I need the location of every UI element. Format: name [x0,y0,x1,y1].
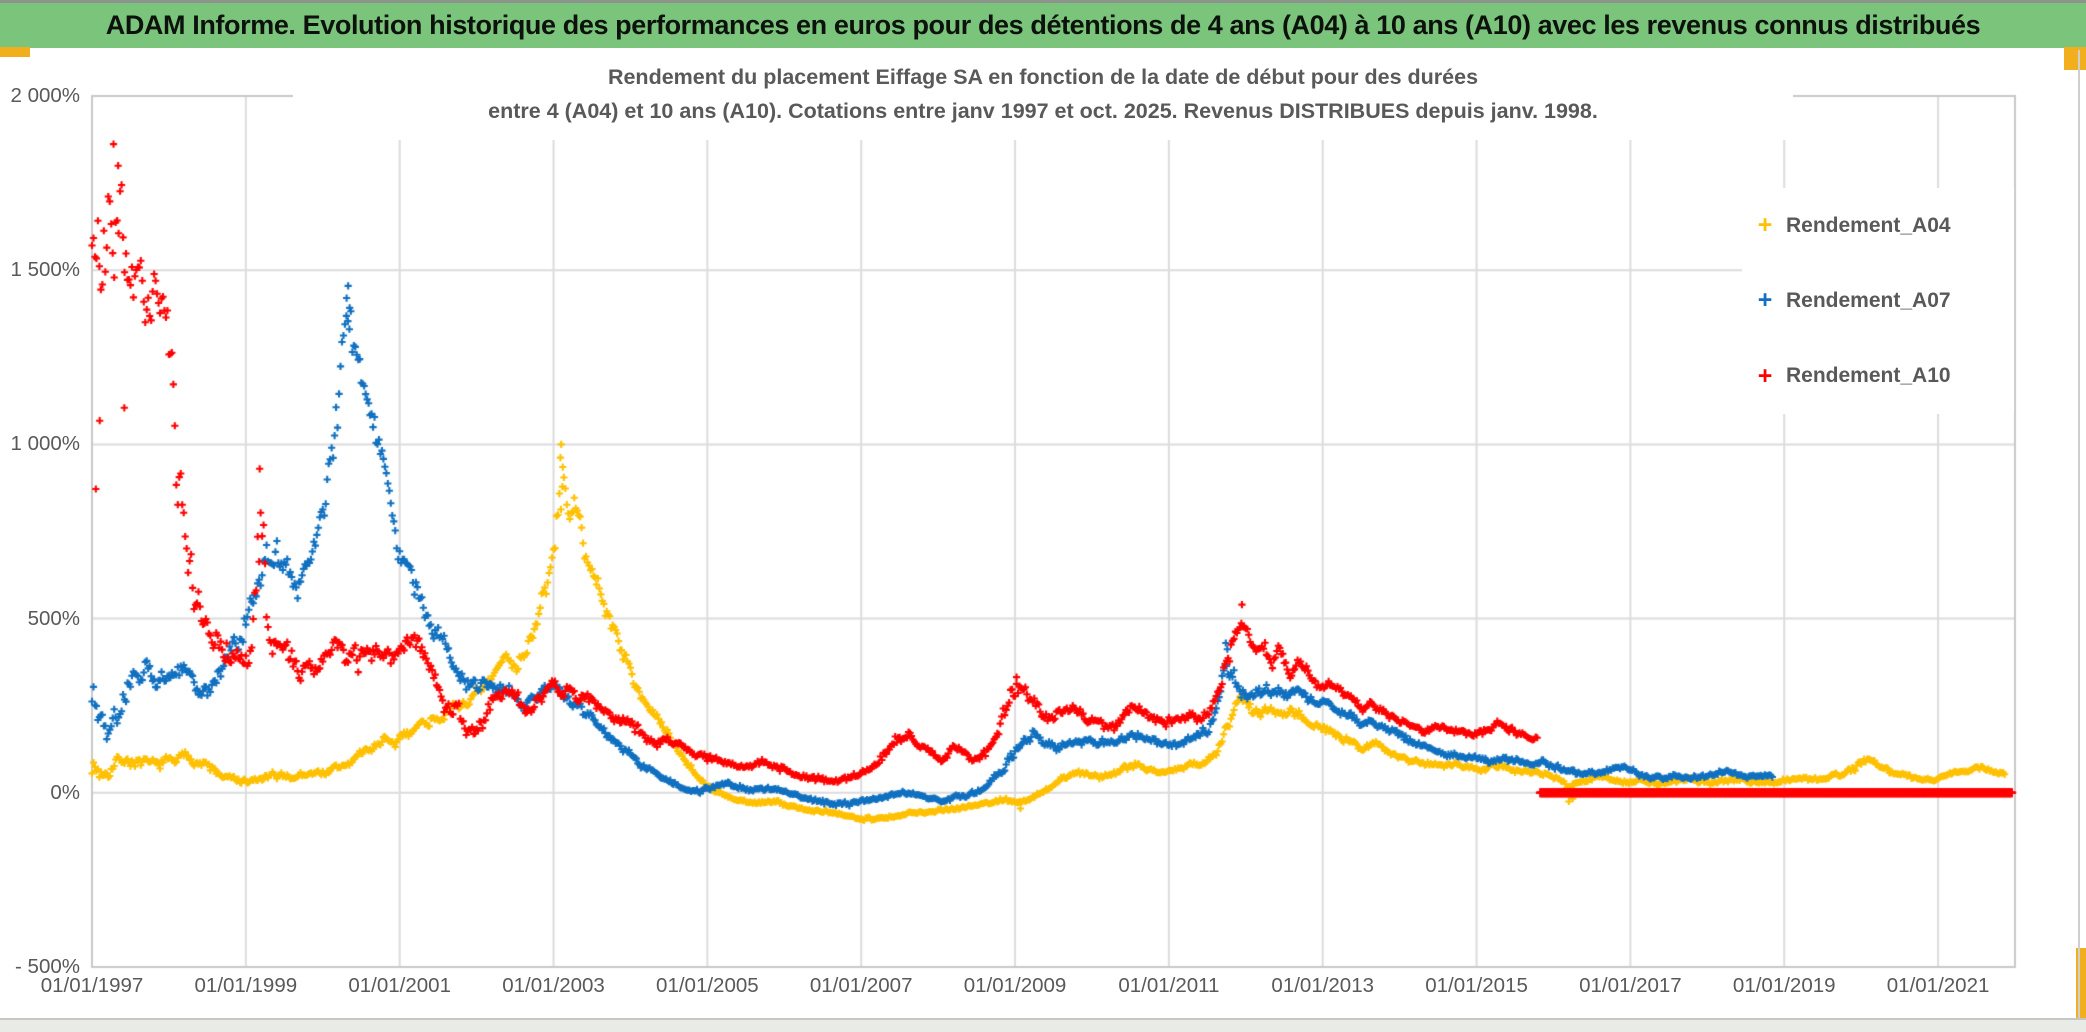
y-axis-tick-label: - 500% [15,955,80,978]
legend-label: Rendement_A04 [1786,213,1951,237]
x-axis-tick-label: 01/01/2005 [656,974,759,997]
y-axis-tick-label: 2 000% [10,84,80,107]
chart-object-right-border [2078,50,2080,1022]
x-axis-tick-label: 01/01/2003 [502,974,605,997]
x-axis-tick-label: 01/01/2015 [1425,974,1528,997]
x-axis-tick-label: 01/01/2001 [348,974,451,997]
plus-marker-icon: + [1757,361,1773,390]
x-axis-tick-label: 01/01/2009 [963,974,1067,997]
x-axis-tick-label: 01/01/2017 [1579,974,1682,997]
y-axis-tick-label: 0% [50,780,80,804]
bottom-divider [0,1018,2086,1020]
plus-marker-icon: + [1757,286,1773,315]
chart-title: Rendement du placement Eiffage SA en fon… [293,60,1793,140]
legend-item-a07: + Rendement_A07 [1742,288,2014,313]
bottom-strip [0,1020,2086,1032]
y-axis-tick-label: 1 000% [10,432,80,456]
x-axis-tick-label: 01/01/2013 [1271,974,1375,997]
x-axis-tick-label: 01/01/2011 [1118,974,1220,997]
x-axis-tick-label: 01/01/1997 [40,974,144,997]
chart-title-line1: Rendement du placement Eiffage SA en fon… [607,65,1479,89]
chart-title-line2: entre 4 (A04) et 10 ans (A10). Cotations… [488,99,1598,123]
plus-marker-icon: + [1757,211,1773,240]
x-axis-tick-label: 01/01/1999 [194,974,298,997]
legend-item-a04: + Rendement_A04 [1742,213,2014,238]
x-axis-tick-label: 01/01/2019 [1732,974,1836,997]
legend-item-a10: + Rendement_A10 [1742,361,2014,390]
x-axis-tick-label: 01/01/2021 [1886,974,1990,997]
y-axis-tick-label: 500% [27,606,80,630]
legend-label: Rendement_A07 [1786,288,1951,312]
x-axis-tick-label: 01/01/2007 [809,974,913,997]
legend-label: Rendement_A10 [1786,364,1951,388]
y-axis-tick-label: 1 500% [10,258,80,282]
chart-legend: + Rendement_A04 + Rendement_A07 + Rendem… [1742,188,2014,414]
